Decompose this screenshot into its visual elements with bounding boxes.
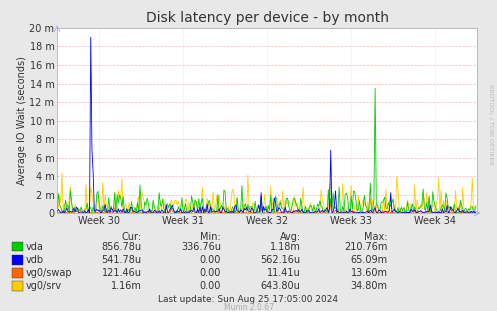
Text: 562.16u: 562.16u [260, 255, 301, 265]
Text: Avg:: Avg: [279, 232, 301, 242]
Text: 11.41u: 11.41u [267, 268, 301, 278]
Text: 643.80u: 643.80u [261, 281, 301, 291]
Text: vda: vda [26, 242, 44, 252]
Y-axis label: Average IO Wait (seconds): Average IO Wait (seconds) [16, 56, 27, 185]
Text: 121.46u: 121.46u [102, 268, 142, 278]
Text: 34.80m: 34.80m [351, 281, 388, 291]
Text: 210.76m: 210.76m [344, 242, 388, 252]
Text: 1.18m: 1.18m [270, 242, 301, 252]
Text: 336.76u: 336.76u [181, 242, 221, 252]
Text: 1.16m: 1.16m [111, 281, 142, 291]
Text: Cur:: Cur: [122, 232, 142, 242]
Text: Munin 2.0.67: Munin 2.0.67 [224, 304, 273, 311]
Text: 0.00: 0.00 [200, 281, 221, 291]
Text: Max:: Max: [364, 232, 388, 242]
Text: vg0/swap: vg0/swap [26, 268, 73, 278]
Text: 65.09m: 65.09m [350, 255, 388, 265]
Title: Disk latency per device - by month: Disk latency per device - by month [146, 12, 389, 26]
Text: Last update: Sun Aug 25 17:05:00 2024: Last update: Sun Aug 25 17:05:00 2024 [159, 295, 338, 304]
Text: vdb: vdb [26, 255, 44, 265]
Text: Min:: Min: [200, 232, 221, 242]
Text: 856.78u: 856.78u [101, 242, 142, 252]
Text: 541.78u: 541.78u [101, 255, 142, 265]
Text: 0.00: 0.00 [200, 255, 221, 265]
Text: 13.60m: 13.60m [351, 268, 388, 278]
Text: RRDTOOL / TOBI OETIKER: RRDTOOL / TOBI OETIKER [489, 84, 494, 165]
Text: vg0/srv: vg0/srv [26, 281, 62, 291]
Text: 0.00: 0.00 [200, 268, 221, 278]
